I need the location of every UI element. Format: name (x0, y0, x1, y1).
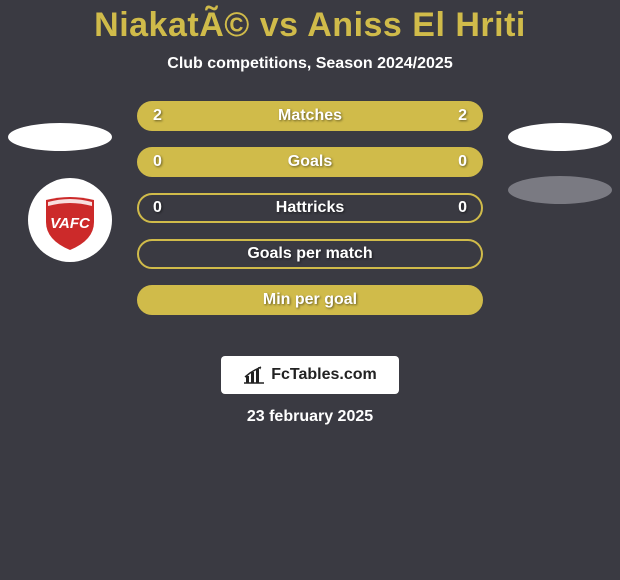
stat-label: Goals per match (247, 245, 372, 263)
badge-text: FcTables.com (271, 366, 377, 384)
date-text: 23 february 2025 (0, 408, 620, 426)
stat-value-left: 2 (153, 107, 162, 125)
page-title: NiakatÃ© vs Aniss El Hriti (94, 6, 526, 45)
stat-value-left: 0 (153, 199, 162, 217)
stat-value-right: 2 (458, 107, 467, 125)
club-logo-left: VAFC (28, 178, 112, 262)
stat-value-left: 0 (153, 153, 162, 171)
fctables-badge[interactable]: FcTables.com (221, 356, 399, 394)
placeholder-ellipse-right (508, 123, 612, 151)
placeholder-ellipse-left (8, 123, 112, 151)
stat-label: Min per goal (263, 291, 357, 309)
stat-value-right: 0 (458, 153, 467, 171)
placeholder-ellipse-right-2 (508, 176, 612, 204)
stat-row: Goals per match (137, 239, 483, 269)
stat-label: Hattricks (276, 199, 344, 217)
stat-label: Matches (278, 107, 342, 125)
stat-value-right: 0 (458, 199, 467, 217)
page-subtitle: Club competitions, Season 2024/2025 (167, 55, 452, 73)
stat-row: 2 Matches 2 (137, 101, 483, 131)
svg-text:VAFC: VAFC (50, 215, 91, 232)
bar-chart-icon (243, 366, 265, 384)
stat-label: Goals (288, 153, 332, 171)
stat-row: 0 Goals 0 (137, 147, 483, 177)
stat-row: Min per goal (137, 285, 483, 315)
stat-row: 0 Hattricks 0 (137, 193, 483, 223)
